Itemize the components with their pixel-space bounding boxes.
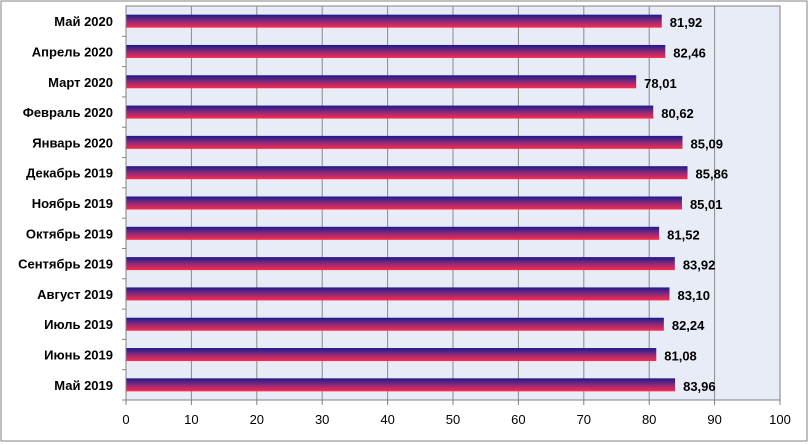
bar [126,257,675,271]
value-label: 78,01 [644,76,677,91]
bar [126,166,688,180]
x-tick-label: 70 [577,412,591,427]
x-tick-label: 30 [315,412,329,427]
category-label: Май 2020 [54,14,113,29]
bar [126,348,657,362]
x-tick-label: 90 [707,412,721,427]
value-label: 85,09 [690,136,723,151]
category-label: Сентябрь 2019 [18,257,113,272]
value-label: 81,52 [667,227,700,242]
value-label: 85,01 [690,197,723,212]
bar [126,196,682,210]
value-label: 81,08 [664,349,697,364]
x-tick-label: 100 [769,412,791,427]
x-tick-label: 0 [122,412,129,427]
x-tick-label: 50 [446,412,460,427]
value-label: 82,46 [673,45,706,60]
x-axis: 0 10 20 30 40 50 60 70 80 90 100 [122,6,791,427]
category-label: Декабрь 2019 [26,166,113,181]
value-label: 83,96 [683,379,716,394]
x-tick-label: 80 [642,412,656,427]
category-label: Январь 2020 [32,135,113,150]
bar [126,14,662,28]
category-label: Февраль 2020 [23,105,113,120]
category-label: Июнь 2019 [44,348,113,363]
value-label: 80,62 [661,106,694,121]
category-label: Апрель 2020 [32,44,113,59]
bar [126,105,654,119]
category-label: Ноябрь 2019 [32,196,113,211]
category-labels: Май 2020 Апрель 2020 Март 2020 Февраль 2020… [18,14,113,393]
bar [126,135,683,149]
x-tick-label: 20 [250,412,264,427]
value-label: 83,92 [683,258,716,273]
value-label: 81,92 [670,15,703,30]
value-labels: 81,92 82,46 78,01 80,62 85,09 85,86 85,01 81,52… [644,15,728,394]
category-label: Октябрь 2019 [26,226,113,241]
bar [126,44,666,58]
bar [126,75,637,89]
x-tick-label: 10 [184,412,198,427]
x-tick-label: 60 [511,412,525,427]
bar [126,378,676,392]
category-label: Август 2019 [37,287,113,302]
category-label: Март 2020 [48,75,113,90]
value-label: 85,86 [696,167,729,182]
x-tick-label: 40 [380,412,394,427]
category-label: Май 2019 [54,378,113,393]
bar [126,287,670,301]
category-label: Июль 2019 [44,317,113,332]
bar [126,317,664,331]
value-label: 83,10 [677,288,710,303]
bars [126,14,688,392]
value-label: 82,24 [672,318,705,333]
bar [126,226,660,240]
